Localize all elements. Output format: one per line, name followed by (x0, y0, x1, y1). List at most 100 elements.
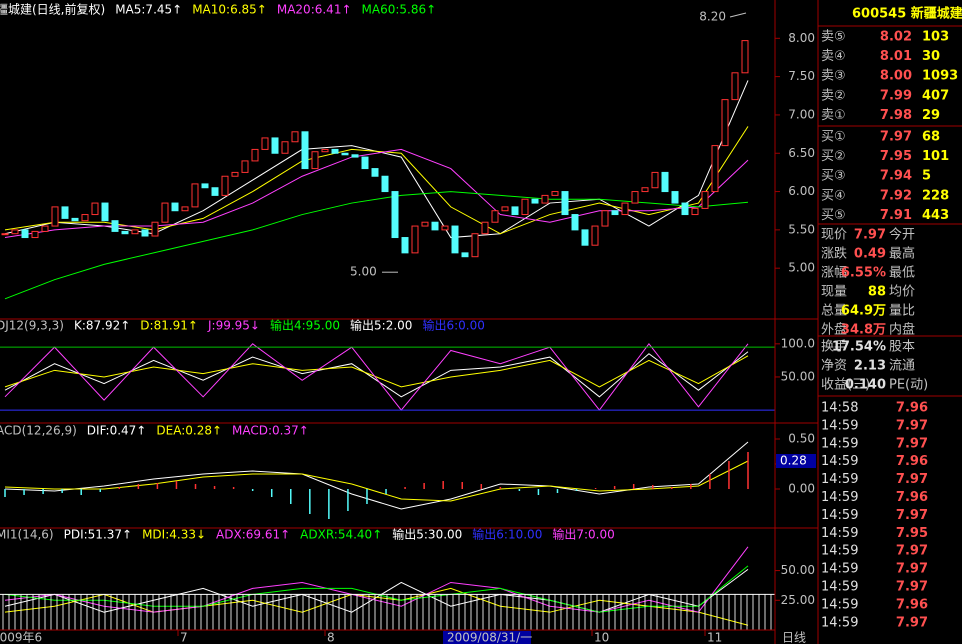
book-label: 买④ (821, 188, 846, 203)
book-price: 7.95 (880, 149, 912, 164)
candle (91, 202, 99, 216)
x-tick-label: 10 (594, 631, 609, 644)
indicator-line (4, 460, 749, 502)
legend-item: 输出4:95.00 (270, 318, 340, 333)
candle (651, 171, 659, 189)
candle (611, 210, 619, 216)
candle (461, 252, 469, 258)
info-label: 现量 (821, 285, 847, 300)
candle (391, 191, 399, 239)
legend-item: 输出7:0.00 (552, 527, 614, 542)
period-label: 日线 (782, 631, 806, 644)
indicator-line (4, 191, 749, 300)
trade-time: 14:59 (821, 454, 858, 469)
candle (291, 131, 299, 143)
legend-item: MA60:5.86↑ (362, 3, 437, 17)
candle (501, 206, 509, 212)
candle (361, 156, 369, 170)
info-value: 6.55% (841, 266, 886, 281)
trade-time: 14:59 (821, 580, 858, 595)
y-tick-label: 6.50 (788, 146, 815, 160)
trade-time: 14:59 (821, 597, 858, 612)
trade-price: 7.96 (896, 597, 928, 612)
indicator-line (4, 441, 749, 510)
y-tick-label: 5.50 (788, 222, 815, 236)
candle (441, 225, 449, 231)
candle (521, 198, 529, 216)
candle (31, 230, 39, 239)
info-label: 均价 (889, 285, 915, 300)
candle (511, 206, 519, 216)
info-value: 17.54% (832, 340, 886, 355)
stock-header: 600545 新疆城建 (852, 6, 962, 22)
book-label: 卖④ (821, 49, 846, 64)
info-label: 现价 (821, 228, 847, 243)
info-label: 内盘 (889, 322, 915, 338)
candle (531, 198, 539, 204)
candle (241, 160, 249, 173)
candle (411, 225, 419, 254)
candle (71, 217, 79, 222)
info-label: 今开 (889, 227, 915, 243)
candle (51, 206, 59, 227)
candle (111, 220, 119, 232)
legend-item: 输出5:2.00 (350, 318, 412, 333)
legend-item: 输出5:30.00 (392, 527, 462, 542)
candle (201, 183, 209, 189)
info-label: 量比 (889, 304, 915, 319)
candle (221, 175, 229, 196)
candle (21, 229, 29, 239)
book-label: 卖① (821, 108, 846, 123)
y-tick-label: 5.00 (788, 261, 815, 275)
candle (641, 187, 649, 193)
y-tick-label: 100.0 (781, 336, 815, 350)
y-tick-label: 7.50 (788, 69, 815, 83)
candle (271, 137, 279, 154)
book-volume: 29 (922, 108, 940, 123)
trade-time: 14:59 (821, 436, 858, 451)
candle (81, 214, 89, 222)
trade-price: 7.97 (896, 472, 928, 487)
trade-price: 7.97 (896, 544, 928, 559)
candle (671, 191, 679, 204)
book-label: 买② (821, 149, 846, 164)
book-label: 买③ (821, 169, 846, 184)
candle (131, 229, 139, 235)
info-value: 88 (868, 285, 886, 300)
info-label: 外盘 (821, 322, 847, 338)
trade-time: 14:59 (821, 526, 858, 541)
candle (141, 229, 149, 237)
info-label: PE(动) (889, 378, 928, 393)
candle (211, 187, 219, 196)
candle (571, 214, 579, 231)
book-price: 7.98 (880, 108, 912, 123)
candle (321, 148, 329, 153)
candle (591, 225, 599, 246)
book-label: 买① (821, 130, 846, 145)
info-label: 净资 (821, 359, 847, 374)
candle (451, 225, 459, 254)
book-price: 8.01 (880, 49, 912, 64)
legend-item: ADXR:54.40↑ (300, 528, 382, 542)
candle (371, 168, 379, 177)
indicator-line (4, 343, 749, 411)
candle (251, 148, 259, 162)
legend-item: MA5:7.45↑ (115, 3, 182, 17)
candle (541, 194, 549, 204)
candle (601, 210, 609, 227)
candle (351, 154, 359, 158)
chart-area: 疆城建(日线,前复权) MA5:7.45↑ MA10:6.85↑ MA20:6.41↑… (0, 2, 775, 644)
y-tick-label: 7.00 (788, 107, 815, 121)
info-label: 涨幅 (821, 266, 847, 281)
book-price: 8.00 (880, 69, 912, 84)
info-value: 0.140 (845, 378, 886, 393)
info-label: 换手 (821, 340, 847, 355)
book-volume: 103 (922, 30, 949, 45)
info-label: 流通 (889, 359, 915, 374)
candle (171, 202, 179, 212)
annotation-arrow (729, 12, 747, 18)
trade-price: 7.96 (896, 490, 928, 505)
book-volume: 68 (922, 130, 940, 145)
candle (181, 206, 189, 212)
book-price: 7.94 (880, 169, 912, 184)
